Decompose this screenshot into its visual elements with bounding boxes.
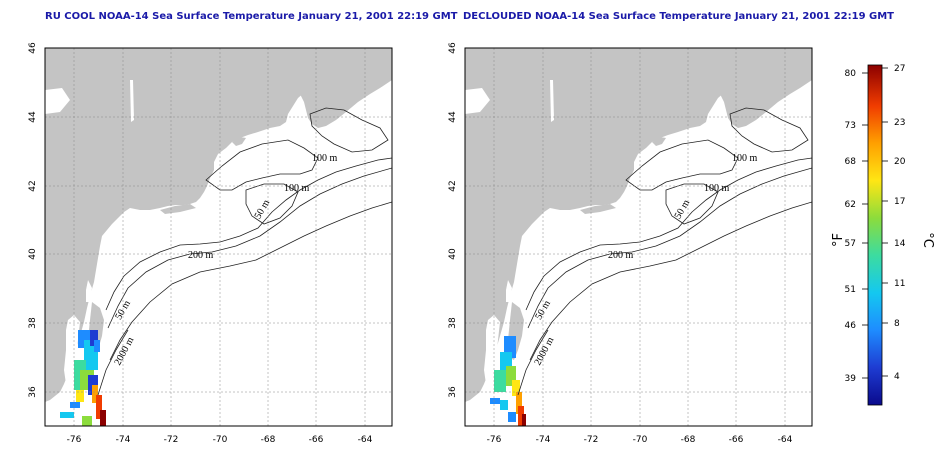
y-tick: 38 [448, 317, 458, 329]
y-tick: 46 [448, 42, 458, 54]
lake-ontario-edge [45, 88, 70, 114]
celsius-ticks: 27 23 20 17 14 11 8 4 [894, 64, 906, 382]
nova-scotia [720, 62, 812, 128]
land-mass [465, 48, 812, 402]
y-tick: 36 [448, 386, 458, 398]
map-frame [464, 47, 813, 427]
c-tick: 23 [894, 118, 905, 128]
sst-pixels [60, 330, 106, 426]
c-tick: 20 [894, 157, 906, 167]
f-tick: 62 [845, 200, 856, 210]
chesapeake-water [484, 315, 500, 384]
contour-label-200m: 200 m [608, 250, 634, 261]
x-tick: -64 [778, 435, 793, 445]
right-map-title: DECLOUDED NOAA-14 Sea Surface Temperatur… [463, 11, 895, 22]
right-sst-map: -76 -74 -72 -70 -68 -66 -64 36 38 40 42 … [448, 42, 813, 445]
x-tick: -70 [213, 435, 228, 445]
y-tick: 36 [28, 386, 38, 398]
lake-champlain [550, 80, 554, 122]
contour-label-100m: 100 m [704, 183, 730, 194]
y-axis-ticks: 36 38 40 42 44 46 [448, 42, 458, 398]
y-tick: 38 [28, 317, 38, 329]
x-tick: -74 [116, 435, 131, 445]
x-axis-ticks: -76 -74 -72 -70 -68 -66 -64 [67, 435, 373, 445]
y-axis-ticks: 36 38 40 42 44 46 [28, 42, 38, 398]
c-tick: 8 [894, 319, 900, 329]
contour-label-100m: 100 m [312, 153, 338, 164]
y-tick: 46 [28, 42, 38, 54]
f-tick: 51 [845, 285, 856, 295]
c-tick: 17 [894, 197, 905, 207]
y-tick: 44 [448, 111, 458, 123]
lake-champlain [130, 80, 134, 122]
long-island [580, 204, 616, 214]
f-tick: 80 [845, 69, 857, 79]
y-tick: 40 [28, 248, 38, 260]
c-tick: 27 [894, 64, 905, 74]
celsius-tick-marks [882, 67, 888, 377]
y-tick: 40 [448, 248, 458, 260]
f-tick: 46 [845, 321, 857, 331]
contour-label-100m: 100 m [284, 183, 310, 194]
x-axis-ticks: -76 -74 -72 -70 -68 -66 -64 [487, 435, 793, 445]
y-tick: 42 [448, 180, 458, 191]
c-tick: 11 [894, 279, 905, 289]
contour-label-200m: 200 m [188, 250, 214, 261]
colorbar-gradient [867, 64, 883, 406]
c-tick: 14 [894, 239, 906, 249]
grid-lines [465, 48, 812, 426]
delaware-water [506, 280, 512, 302]
temperature-colorbar: 80 73 68 62 57 51 46 39 27 23 20 17 14 1… [831, 64, 935, 406]
bathymetry-contours [97, 107, 392, 396]
y-tick: 44 [28, 111, 38, 123]
c-tick: 4 [894, 372, 900, 382]
x-tick: -76 [487, 435, 502, 445]
f-tick: 39 [845, 374, 857, 384]
left-map-title: RU COOL NOAA-14 Sea Surface Temperature … [45, 11, 458, 22]
left-sst-map: -76 -74 -72 -70 -68 -66 -64 36 38 40 42 … [28, 42, 393, 445]
cape-cod [652, 137, 666, 146]
x-tick: -72 [164, 435, 179, 445]
x-tick: -66 [309, 435, 324, 445]
bathymetry-contours [517, 107, 812, 396]
x-tick: -76 [67, 435, 82, 445]
nova-scotia [300, 62, 392, 128]
celsius-label: °C [920, 232, 935, 248]
fahrenheit-ticks: 80 73 68 62 57 51 46 39 [845, 69, 857, 384]
x-tick: -68 [261, 435, 276, 445]
cape-cod [232, 137, 246, 146]
x-tick: -66 [729, 435, 744, 445]
map-frame [44, 47, 393, 427]
f-tick: 57 [845, 239, 856, 249]
f-tick: 73 [845, 121, 856, 131]
sst-pixels [490, 336, 526, 426]
x-tick: -72 [584, 435, 599, 445]
x-tick: -74 [536, 435, 551, 445]
x-tick: -70 [633, 435, 648, 445]
grid-lines [45, 48, 392, 426]
x-tick: -64 [358, 435, 373, 445]
x-tick: -68 [681, 435, 696, 445]
fahrenheit-tick-marks [862, 72, 868, 379]
f-tick: 68 [845, 157, 857, 167]
delaware-water [86, 280, 92, 302]
lake-ontario-edge [465, 88, 490, 114]
land-mass [45, 48, 392, 402]
long-island [160, 204, 196, 214]
fahrenheit-label: °F [831, 233, 846, 247]
chesapeake-water [64, 315, 80, 384]
contour-label-100m: 100 m [732, 153, 758, 164]
y-tick: 42 [28, 180, 38, 191]
